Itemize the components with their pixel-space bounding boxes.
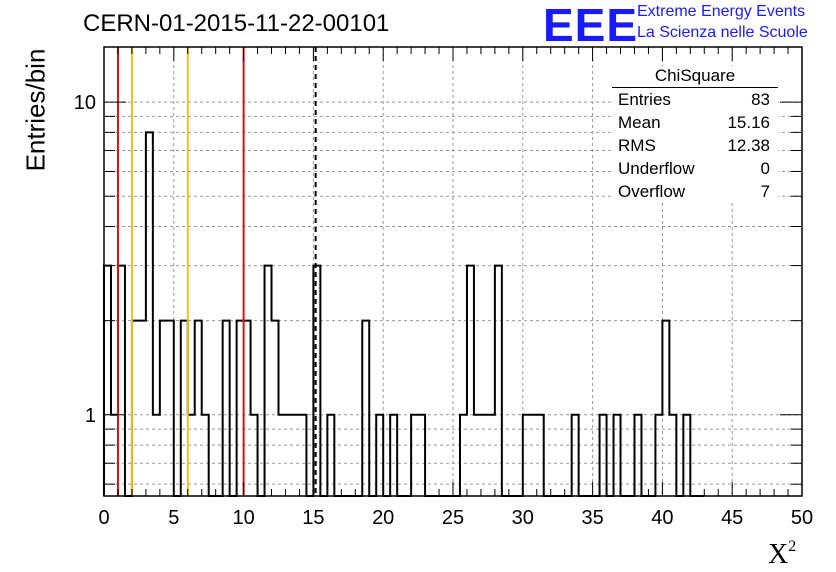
histogram-bin — [223, 321, 230, 496]
histogram-bin — [272, 321, 279, 496]
histogram-bin — [600, 415, 607, 496]
histogram-bin — [118, 266, 125, 496]
x-tick-label: 50 — [791, 507, 813, 529]
stats-box-title: ChiSquare — [612, 66, 778, 88]
histogram-bin — [537, 415, 544, 496]
histogram-bin — [460, 415, 467, 496]
histogram-bin — [181, 321, 188, 496]
x-tick-label: 25 — [442, 507, 464, 529]
y-axis-label: Entries/bin — [20, 48, 51, 172]
stats-value: 15.16 — [727, 113, 770, 132]
stats-label: Overflow — [618, 182, 686, 201]
x-tick-label: 20 — [372, 507, 394, 529]
x-tick-label: 40 — [651, 507, 673, 529]
histogram-bin — [418, 415, 425, 496]
histogram-bin — [376, 415, 383, 496]
histogram-bin — [202, 415, 209, 496]
histogram-bin — [523, 415, 530, 496]
histogram-bin — [327, 415, 334, 496]
stats-label: Mean — [618, 113, 661, 132]
histogram-bin — [662, 321, 669, 496]
x-tick-label: 0 — [98, 507, 109, 529]
logo-line-2: La Scienza nelle Scuole — [637, 24, 808, 41]
histogram-bin — [237, 321, 244, 496]
x-tick-label: 15 — [302, 507, 324, 529]
histogram-bin — [362, 321, 369, 496]
stats-label: RMS — [618, 136, 656, 155]
histogram-bin — [132, 321, 139, 496]
histogram-bin — [530, 415, 537, 496]
stats-box: ChiSquare Entries 83 Mean 15.16 RMS 12.3… — [612, 66, 778, 203]
histogram-bin — [390, 415, 397, 496]
stats-row-entries: Entries 83 — [612, 88, 778, 111]
stats-label: Entries — [618, 90, 671, 109]
stats-row-mean: Mean 15.16 — [612, 111, 778, 134]
logo-line-1: Extreme Energy Events — [637, 3, 806, 20]
histogram-bin — [634, 415, 641, 496]
histogram-bin — [279, 415, 286, 496]
stats-value: 12.38 — [727, 136, 770, 155]
x-tick-label: 10 — [232, 507, 254, 529]
stats-value: 0 — [760, 159, 770, 178]
histogram-bin — [669, 415, 676, 496]
histogram-bin — [285, 415, 292, 496]
histogram-bin — [614, 415, 621, 496]
histogram-bin — [153, 415, 160, 496]
histogram-bin — [481, 415, 488, 496]
histogram-bin — [146, 132, 153, 496]
histogram-bin — [411, 415, 418, 496]
x-tick-label: 45 — [721, 507, 743, 529]
histogram-bin — [572, 415, 579, 496]
histogram-bin — [160, 321, 167, 496]
x-tick-label: 5 — [168, 507, 179, 529]
stats-value: 83 — [751, 90, 770, 109]
stats-row-rms: RMS 12.38 — [612, 134, 778, 157]
histogram-bin — [265, 266, 272, 496]
stats-row-underflow: Underflow 0 — [612, 157, 778, 180]
histogram-bin — [495, 266, 502, 496]
histogram-bin — [104, 266, 111, 496]
chart-title: CERN-01-2015-11-22-00101 — [83, 10, 390, 37]
histogram-bin — [292, 415, 299, 496]
histogram-bin — [467, 266, 474, 496]
x-axis-label: X2 — [768, 538, 796, 571]
stats-label: Underflow — [618, 159, 695, 178]
histogram-bin — [313, 266, 320, 496]
histogram-bin — [139, 321, 146, 496]
x-tick-label: 30 — [512, 507, 534, 529]
stats-row-overflow: Overflow 7 — [612, 180, 778, 203]
histogram-bin — [251, 415, 258, 496]
stats-value: 7 — [760, 182, 770, 201]
histogram-bin — [195, 321, 202, 496]
x-axis-label-sup: 2 — [788, 538, 797, 555]
histogram-bin — [474, 415, 481, 496]
x-axis-label-text: X — [768, 539, 789, 570]
histogram-bin — [244, 321, 251, 496]
y-tick-label: 1 — [85, 405, 96, 427]
histogram-bin — [299, 415, 306, 496]
histogram-bin — [188, 415, 195, 496]
histogram-bin — [683, 415, 690, 496]
y-tick-label: 10 — [74, 92, 96, 114]
eee-logo: EEE — [543, 0, 639, 51]
histogram-bin — [655, 415, 662, 496]
x-tick-label: 35 — [581, 507, 603, 529]
histogram-bin — [488, 415, 495, 496]
histogram-bin — [167, 321, 174, 496]
